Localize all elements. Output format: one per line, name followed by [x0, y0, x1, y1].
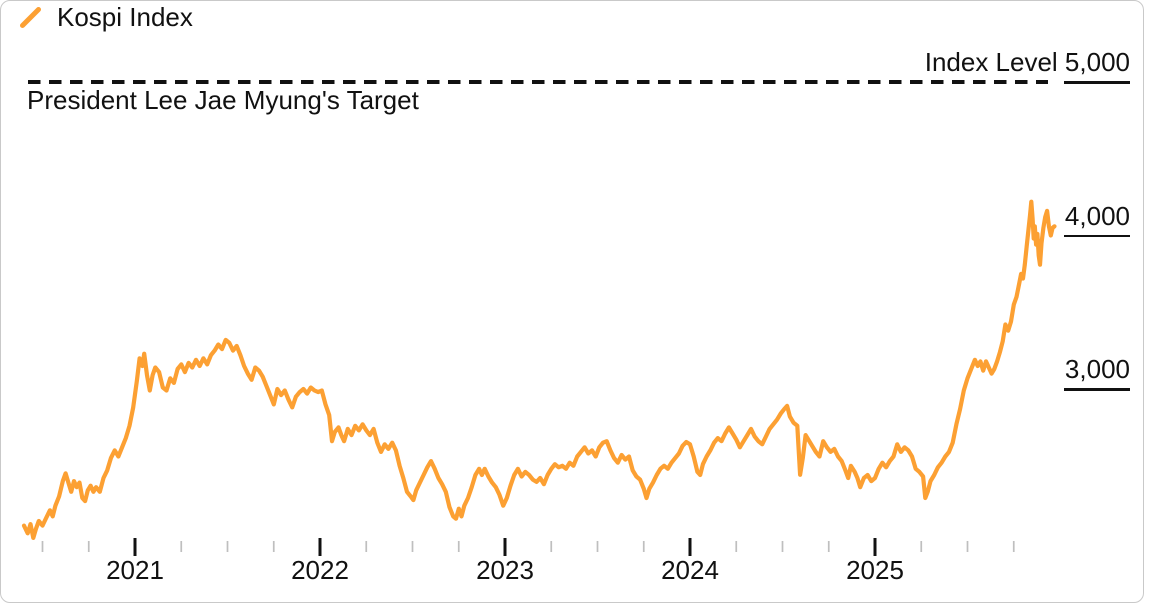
y-axis-gridline	[1064, 81, 1130, 84]
x-axis-minor-tick	[226, 541, 229, 552]
x-axis-minor-tick	[827, 541, 830, 552]
x-axis-minor-tick	[411, 541, 414, 552]
kospi-index-line	[21, 199, 1057, 541]
x-axis-major-tick	[873, 538, 877, 556]
y-axis-label: Index Level 5,000	[924, 47, 1130, 77]
target-line-label: President Lee Jae Myung's Target	[27, 85, 419, 115]
x-axis-minor-tick	[1012, 541, 1015, 552]
x-axis-major-tick	[133, 538, 137, 556]
x-axis-year-label: 2021	[106, 555, 164, 585]
y-axis-label: 3,000	[1064, 354, 1130, 384]
x-axis-year-label: 2022	[291, 555, 349, 585]
legend-label: Kospi Index	[57, 2, 193, 32]
x-axis-year-label: 2024	[661, 555, 719, 585]
x-axis-minor-tick	[272, 541, 275, 552]
legend: Kospi Index	[19, 4, 193, 30]
x-axis-minor-tick	[596, 541, 599, 552]
x-axis-minor-tick	[735, 541, 738, 552]
x-axis-minor-tick	[180, 541, 183, 552]
y-axis-label: 4,000	[1064, 200, 1130, 231]
x-axis-minor-tick	[41, 541, 44, 552]
y-axis-gridline	[1064, 234, 1130, 237]
x-axis-minor-tick	[642, 541, 645, 552]
x-axis-minor-tick	[781, 541, 784, 552]
x-axis-minor-tick	[87, 541, 90, 552]
x-axis-year-label: 2025	[846, 555, 904, 585]
x-axis-major-tick	[503, 538, 507, 556]
x-axis-minor-tick	[920, 541, 923, 552]
x-axis-year-label: 2023	[476, 555, 534, 585]
x-axis-minor-tick	[550, 541, 553, 552]
x-axis-minor-tick	[457, 541, 460, 552]
x-axis-minor-tick	[966, 541, 969, 552]
y-axis-gridline	[1064, 388, 1130, 391]
line-series-icon	[20, 7, 41, 28]
x-axis-major-tick	[688, 538, 692, 556]
x-axis-major-tick	[318, 538, 322, 556]
x-axis-minor-tick	[365, 541, 368, 552]
